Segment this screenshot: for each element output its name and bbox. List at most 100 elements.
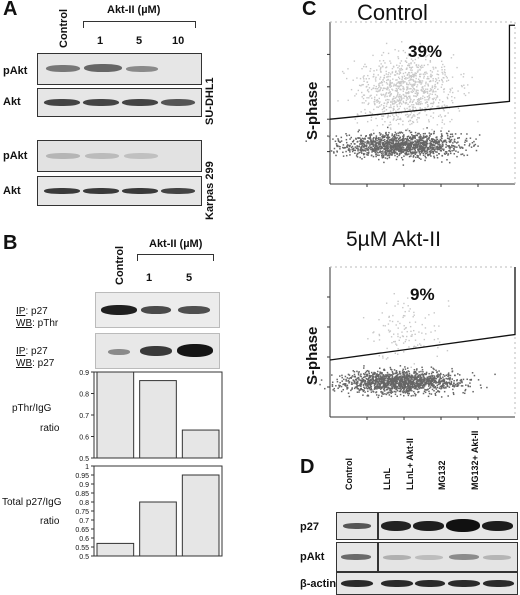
flow-point bbox=[401, 82, 403, 84]
flow-point bbox=[420, 146, 422, 149]
flow-point bbox=[438, 374, 441, 376]
flow-point bbox=[387, 377, 390, 380]
flow-point bbox=[372, 54, 374, 57]
flow-point bbox=[442, 379, 444, 382]
flow-point bbox=[397, 85, 399, 87]
flow-point bbox=[335, 385, 337, 387]
flow-point bbox=[381, 156, 383, 158]
flow-point bbox=[431, 378, 434, 381]
flow-point bbox=[394, 340, 396, 343]
flow-point bbox=[406, 92, 409, 94]
flow-point bbox=[380, 147, 383, 149]
flow-point bbox=[451, 133, 454, 135]
flow-point bbox=[386, 382, 389, 384]
band bbox=[381, 521, 411, 531]
flow-point bbox=[442, 88, 445, 91]
flow-point bbox=[407, 116, 410, 118]
flow-point bbox=[398, 153, 401, 156]
flow-point bbox=[414, 144, 417, 147]
flow-point bbox=[412, 160, 415, 163]
flow-point bbox=[365, 145, 368, 148]
flow-point bbox=[375, 391, 377, 394]
flow-point bbox=[380, 66, 382, 69]
flow-point bbox=[412, 121, 415, 124]
flow-point bbox=[391, 133, 394, 135]
flow-point bbox=[389, 82, 392, 84]
band bbox=[83, 99, 119, 106]
flow-point bbox=[447, 300, 450, 302]
flow-point bbox=[373, 148, 376, 150]
flow-point bbox=[443, 77, 445, 79]
flow-point bbox=[404, 51, 406, 54]
flow-point bbox=[438, 370, 440, 372]
flow-point bbox=[366, 120, 369, 123]
flow-point bbox=[410, 151, 413, 154]
flow-point bbox=[438, 383, 441, 385]
flow-point bbox=[374, 146, 376, 149]
flow-point bbox=[406, 68, 408, 70]
flow-point bbox=[422, 86, 424, 88]
flow-point bbox=[397, 335, 399, 338]
flow-point bbox=[422, 371, 424, 373]
flow-point bbox=[389, 147, 392, 150]
panel-a-dose-10: 10 bbox=[172, 35, 185, 47]
flow-point bbox=[412, 382, 415, 385]
flow-point bbox=[428, 134, 431, 137]
flow-point bbox=[382, 139, 385, 142]
flow-point bbox=[441, 105, 443, 107]
flow-point bbox=[426, 150, 428, 152]
flow-point bbox=[390, 383, 393, 386]
flow-point bbox=[399, 387, 402, 389]
flow-point bbox=[387, 373, 389, 376]
flow-point bbox=[395, 119, 398, 121]
flow-point bbox=[392, 107, 395, 110]
flow-point bbox=[402, 374, 404, 376]
flow-point bbox=[374, 386, 377, 388]
flow-point bbox=[409, 100, 412, 102]
flow-point bbox=[432, 152, 435, 155]
flow-point bbox=[369, 376, 371, 378]
flow-point bbox=[384, 94, 386, 96]
flow-point bbox=[388, 331, 391, 333]
flow-point bbox=[409, 78, 411, 80]
flow-point bbox=[413, 387, 416, 390]
flow-point bbox=[381, 115, 383, 117]
flow-point bbox=[427, 138, 430, 140]
flow-point bbox=[414, 148, 416, 151]
flow-point bbox=[377, 374, 380, 376]
flow-point bbox=[426, 92, 429, 94]
flow-point bbox=[412, 120, 414, 123]
flow-point bbox=[355, 386, 358, 388]
flow-point bbox=[473, 374, 476, 377]
wb-val: : pThr bbox=[32, 318, 59, 329]
flow-point bbox=[403, 328, 406, 330]
flow-point bbox=[417, 57, 420, 59]
flow-point bbox=[406, 129, 409, 131]
flow-point bbox=[440, 386, 443, 389]
flow-point bbox=[414, 89, 416, 91]
flow-point bbox=[397, 100, 399, 103]
flow-point bbox=[394, 131, 397, 134]
flow-point bbox=[360, 384, 362, 386]
flow-point bbox=[402, 123, 404, 126]
flow-point bbox=[417, 384, 419, 386]
y-tick-label: 0.7 bbox=[79, 413, 89, 420]
flow-point bbox=[427, 379, 429, 381]
flow-point bbox=[372, 378, 374, 380]
flow-point bbox=[400, 379, 403, 382]
flow-point bbox=[384, 121, 386, 123]
flow-point bbox=[341, 376, 343, 379]
flow-point bbox=[397, 50, 400, 52]
flow-point bbox=[443, 385, 445, 387]
flow-point bbox=[446, 383, 448, 385]
flow-point bbox=[387, 323, 390, 325]
flow-point bbox=[389, 382, 391, 384]
flow-point bbox=[411, 333, 413, 336]
flow-point bbox=[346, 145, 348, 148]
flow-point bbox=[386, 347, 388, 350]
flow-point bbox=[362, 390, 365, 393]
flow-point bbox=[408, 80, 410, 82]
flow-point bbox=[447, 93, 450, 96]
flow-point bbox=[336, 144, 338, 147]
flow-point bbox=[377, 382, 380, 384]
